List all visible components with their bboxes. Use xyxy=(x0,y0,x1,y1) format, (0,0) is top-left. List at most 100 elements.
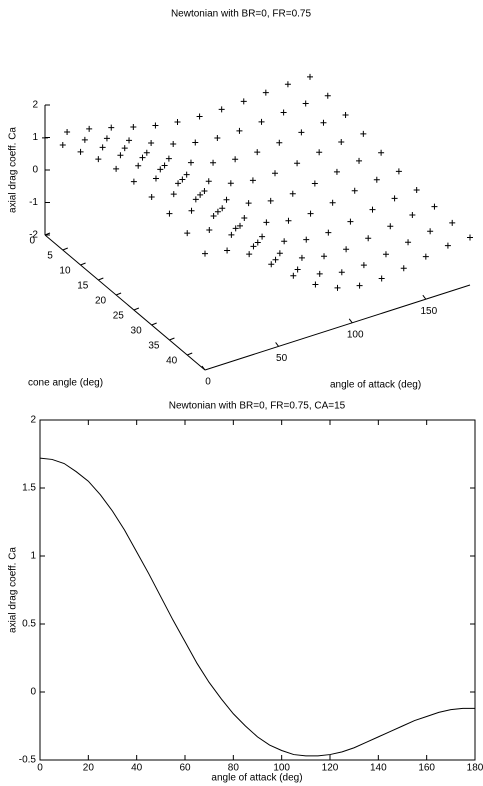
surface-marker xyxy=(126,137,133,144)
surface-marker xyxy=(175,180,182,187)
surface-marker xyxy=(135,162,142,169)
x-tick-label: 20 xyxy=(83,763,95,774)
x-tick-label: 140 xyxy=(370,763,387,774)
y-tick xyxy=(80,262,86,266)
surface-marker xyxy=(262,89,269,96)
surface-marker xyxy=(298,254,305,261)
surface-marker xyxy=(324,92,331,99)
surface-marker xyxy=(224,247,231,254)
x-tick xyxy=(275,342,280,347)
surface-marker xyxy=(365,235,372,242)
surface-marker xyxy=(108,124,115,131)
surface-marker xyxy=(99,144,106,151)
y-tick xyxy=(115,292,122,296)
z-tick-label: 1 xyxy=(32,132,38,143)
surface-marker xyxy=(294,266,301,273)
surface-marker xyxy=(240,98,247,105)
y-tick xyxy=(187,352,193,356)
surface-marker xyxy=(272,170,278,177)
surface-marker xyxy=(360,130,367,137)
x-axis-label: angle of attack (deg) xyxy=(330,380,421,391)
x-tick-label: 80 xyxy=(228,763,240,774)
surface-marker xyxy=(117,152,124,159)
surface-marker xyxy=(290,272,297,279)
surface-marker xyxy=(236,127,243,134)
surface-marker xyxy=(356,157,363,164)
surface-marker xyxy=(356,282,363,289)
surface-marker xyxy=(369,206,376,213)
surface-marker xyxy=(250,243,257,250)
surface-marker xyxy=(321,253,328,260)
surface-marker xyxy=(387,223,394,230)
y-tick xyxy=(133,307,140,311)
surface-marker xyxy=(378,149,385,156)
surface-marker xyxy=(232,156,239,163)
surface-marker xyxy=(338,269,345,276)
surface-marker xyxy=(148,193,155,200)
x-tick-label: 100 xyxy=(273,763,290,774)
surface-marker xyxy=(64,129,71,136)
y-tick xyxy=(44,232,51,236)
x-tick xyxy=(348,318,353,324)
surface-marker xyxy=(170,141,177,148)
data-line xyxy=(39,457,475,757)
surface-marker xyxy=(276,139,283,146)
surface-marker xyxy=(42,134,48,141)
y-tick xyxy=(62,247,68,251)
surface-marker xyxy=(333,168,340,175)
surface-marker xyxy=(312,281,319,288)
surface-marker xyxy=(197,191,204,198)
x-tick-label: 40 xyxy=(131,763,143,774)
surface-marker xyxy=(174,118,181,125)
surface-marker xyxy=(192,196,199,203)
x-tick-label: 60 xyxy=(179,763,191,774)
surface-marker xyxy=(276,250,283,257)
surface-marker xyxy=(302,100,309,107)
surface-marker xyxy=(249,177,256,184)
surface-marker xyxy=(267,197,274,204)
y-tick xyxy=(169,337,175,341)
surface-marker xyxy=(334,284,341,291)
y-tick-label: 30 xyxy=(131,326,143,337)
surface-marker xyxy=(431,203,438,210)
surface-marker xyxy=(311,180,318,187)
surface-marker xyxy=(121,145,128,152)
y-tick-label: 0 xyxy=(30,687,36,698)
y-tick-label: 35 xyxy=(148,341,160,352)
y-axis-label: cone angle (deg) xyxy=(28,378,103,389)
surface-marker xyxy=(77,148,84,155)
surface-marker xyxy=(206,226,213,233)
surface-marker xyxy=(59,142,66,149)
surface-marker xyxy=(152,122,159,129)
surface-marker xyxy=(214,208,221,215)
z-tick-label: 0 xyxy=(32,165,38,176)
x-tick-label: 0 xyxy=(205,377,211,388)
surface-marker xyxy=(280,109,287,116)
surface-marker xyxy=(152,175,159,182)
surface-marker xyxy=(307,210,314,217)
y-axis xyxy=(44,234,206,371)
surface-marker xyxy=(289,190,296,197)
surface-marker xyxy=(254,239,261,246)
surface-marker xyxy=(338,138,345,145)
surface-marker xyxy=(246,251,253,258)
y-tick-label: 2 xyxy=(30,415,36,426)
surface-marker xyxy=(245,200,252,207)
surface-marker xyxy=(81,136,88,143)
surface-marker xyxy=(183,171,190,178)
surface-marker xyxy=(285,217,292,224)
surface-marker xyxy=(325,229,332,236)
surface-marker xyxy=(205,178,212,185)
x-tick-label: 160 xyxy=(418,763,435,774)
surface-marker xyxy=(342,112,349,118)
surface-marker xyxy=(400,265,407,272)
surface-marker xyxy=(157,166,164,173)
y-tick-label: 15 xyxy=(77,281,89,292)
surface-marker xyxy=(143,149,150,156)
y-tick-label: -0.5 xyxy=(19,755,37,766)
surface-marker xyxy=(241,215,248,222)
surface-marker xyxy=(237,222,243,229)
z-tick-label: -1 xyxy=(29,197,38,208)
surface-marker xyxy=(187,159,194,166)
surface-marker xyxy=(263,219,270,226)
